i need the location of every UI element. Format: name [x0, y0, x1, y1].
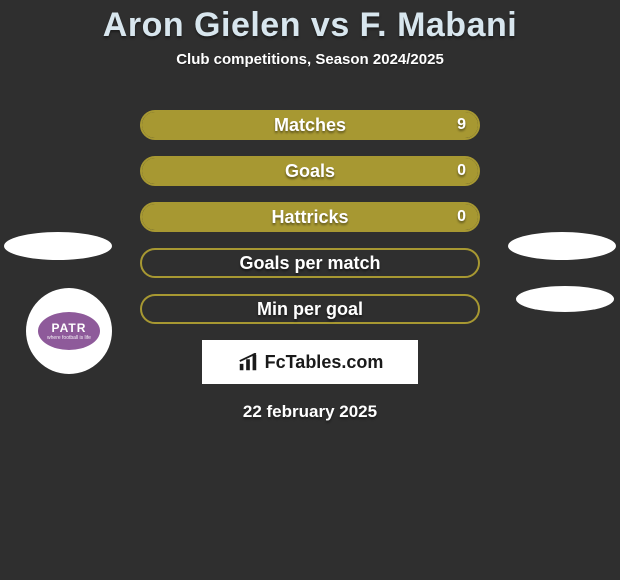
club-badge-inner: PATR where football is life [38, 312, 100, 350]
club-badge: PATR where football is life [26, 288, 112, 374]
stat-value-right: 9 [457, 116, 466, 134]
stat-value-right: 0 [457, 162, 466, 180]
club-badge-line1: PATR [52, 322, 87, 334]
stats-container: PATR where football is life Matches9 Goal… [0, 110, 620, 422]
bars-icon [237, 351, 259, 373]
stat-label: Hattricks [142, 207, 478, 228]
stat-row: Goals0 [140, 156, 480, 186]
stat-row: Hattricks0 [140, 202, 480, 232]
decorative-oval [516, 286, 614, 312]
stat-row: Goals per match [140, 248, 480, 278]
stat-label: Min per goal [142, 299, 478, 320]
page-title: Aron Gielen vs F. Mabani [0, 0, 620, 45]
stat-row: Matches9 [140, 110, 480, 140]
stat-label: Goals per match [142, 253, 478, 274]
decorative-oval [4, 232, 112, 260]
date-line: 22 february 2025 [0, 402, 620, 422]
decorative-oval [508, 232, 616, 260]
fctables-logo-text: FcTables.com [265, 352, 384, 373]
stat-label: Goals [142, 161, 478, 182]
club-badge-line2: where football is life [47, 336, 91, 341]
subtitle: Club competitions, Season 2024/2025 [0, 51, 620, 68]
stat-value-right: 0 [457, 208, 466, 226]
stat-row: Min per goal [140, 294, 480, 324]
stat-label: Matches [142, 115, 478, 136]
fctables-logo: FcTables.com [202, 340, 418, 384]
